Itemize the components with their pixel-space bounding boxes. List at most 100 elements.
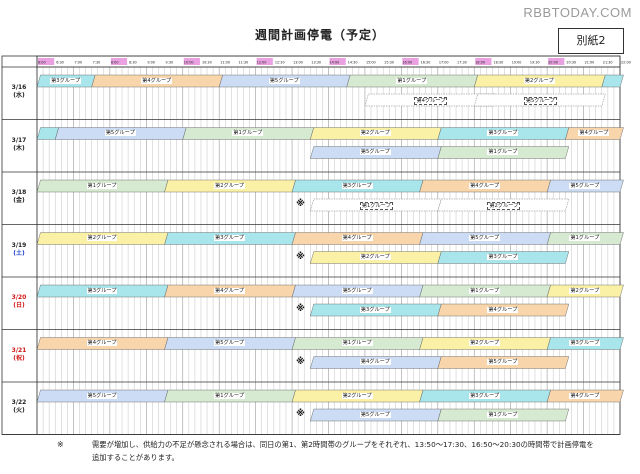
day-date-label: 3/22 (火) <box>2 399 36 415</box>
time-tick-label: 12:30 <box>275 61 285 65</box>
day-of-week: (木) <box>13 144 25 152</box>
group-label: 第4グループ <box>214 287 245 294</box>
time-tick-label: 16:00 <box>402 61 412 65</box>
time-tick-label: 9:00 <box>147 61 155 65</box>
group-label: 第4グループ <box>569 392 601 399</box>
outage-bar <box>601 74 624 88</box>
group-label: 第1グループ <box>232 130 264 136</box>
group-label: 第4グループ <box>469 182 501 189</box>
group-label: 第5グループ <box>359 411 391 418</box>
time-highlight <box>548 58 565 65</box>
time-tick-label: 15:30 <box>384 61 394 65</box>
day-date-label: 3/17 (木) <box>2 137 36 153</box>
day-date-label: 3/21 (祝) <box>2 347 36 363</box>
time-highlight <box>475 58 492 65</box>
time-tick-label: 13:00 <box>293 61 303 65</box>
time-tick-label: 10:30 <box>202 61 212 65</box>
group-label: 第1グループ <box>569 235 601 241</box>
day-of-week: (水) <box>13 92 25 100</box>
group-label: 第5グループ <box>86 392 118 399</box>
time-tick-label: 19:00 <box>512 61 522 65</box>
day-date-label: 3/20 (日) <box>2 294 36 310</box>
day-of-week: (金) <box>13 197 25 205</box>
watermark: RBBTODAY.COM <box>523 5 632 20</box>
time-tick-label: 8:30 <box>129 61 137 65</box>
kome-mark: ※ <box>296 251 305 262</box>
attachment-label: 別紙2 <box>558 28 624 54</box>
group-label: 第3グループ <box>214 235 245 241</box>
kome-mark: ※ <box>296 409 305 419</box>
group-label: 第1グループ <box>469 287 501 294</box>
group-label: 第2グループ <box>523 77 555 84</box>
group-label: 第2グループ <box>469 340 501 346</box>
group-label: 第5グループ <box>523 96 557 105</box>
kome-mark: ※ <box>296 304 305 314</box>
day-of-week: (日) <box>13 302 25 310</box>
group-label: 第5グループ <box>214 340 245 346</box>
day-date-label: 3/19 (土) <box>2 242 36 258</box>
group-label: 第4グループ <box>86 340 118 346</box>
group-label: 第1グループ <box>359 201 393 210</box>
group-label: 第2グループ <box>341 392 373 399</box>
footnote-line1: 需要が増加し、供給力の不足が懸念される場合は、同日の第1、第2時間帯のグループを… <box>92 440 594 449</box>
time-tick-label: 17:00 <box>439 61 449 65</box>
time-tick-label: 11:00 <box>220 61 230 65</box>
group-label: 第2グループ <box>487 201 521 210</box>
day-of-week: (火) <box>13 407 25 415</box>
group-label: 第2グループ <box>359 254 391 260</box>
time-tick-label: 10:00 <box>184 61 194 65</box>
day-date-label: 3/16 (水) <box>2 84 36 100</box>
group-label: 第5グループ <box>268 77 300 84</box>
group-label: 第2グループ <box>359 130 391 136</box>
group-label: 第2グループ <box>214 182 245 189</box>
group-label: 第5グループ <box>341 287 373 294</box>
day-of-week: (祝) <box>13 354 25 362</box>
group-label: 第2グループ <box>86 235 118 241</box>
time-tick-label: 7:30 <box>93 61 101 65</box>
group-label: 第3グループ <box>487 254 519 260</box>
footnote-line2: 追加することがあります。 <box>92 453 179 462</box>
time-tick-label: 20:30 <box>566 61 576 65</box>
day-date: 3/20 <box>11 294 27 302</box>
time-tick-label: 7:00 <box>74 61 82 65</box>
footnote-mark: ※ <box>57 440 64 449</box>
time-highlight <box>256 58 273 65</box>
time-tick-label: 14:00 <box>330 61 340 65</box>
group-label: 第1グループ <box>86 182 118 189</box>
day-of-week: (土) <box>13 249 25 257</box>
table-frame <box>1 55 621 435</box>
day-date: 3/17 <box>11 136 27 144</box>
group-label: 第1グループ <box>396 77 428 84</box>
group-label: 第1グループ <box>214 392 245 399</box>
group-label: 第5グループ <box>359 149 391 155</box>
day-date: 3/21 <box>11 346 27 354</box>
group-label: 第5グループ <box>569 182 601 189</box>
time-tick-label: 19:30 <box>530 61 540 65</box>
time-tick-label: 9:30 <box>166 61 174 65</box>
group-label: 第3グループ <box>359 306 391 313</box>
group-label: 第4グループ <box>341 235 373 241</box>
time-tick-label: 21:00 <box>585 61 595 65</box>
kome-mark: ※ <box>296 199 305 209</box>
time-tick-label: 15:00 <box>366 61 376 65</box>
time-tick-label: 6:00 <box>38 61 46 65</box>
group-label: 第4グループ <box>414 96 448 105</box>
day-date: 3/22 <box>11 399 27 407</box>
group-label: 第1グループ <box>487 411 519 418</box>
time-highlight <box>402 58 419 65</box>
time-tick-label: 16:30 <box>421 61 431 65</box>
time-highlight <box>329 58 346 65</box>
group-label: 第3グループ <box>50 77 82 84</box>
time-tick-label: 22:00 <box>621 61 631 65</box>
outage-bar <box>36 127 59 140</box>
time-tick-label: 17:30 <box>457 61 467 65</box>
group-label: 第3グループ <box>86 287 118 294</box>
day-date-label: 3/18 (金) <box>2 189 36 205</box>
time-tick-label: 11:30 <box>238 61 248 65</box>
group-label: 第4グループ <box>487 306 519 313</box>
day-date: 3/16 <box>11 84 27 92</box>
group-label: 第4グループ <box>578 130 610 136</box>
time-highlight <box>38 58 55 65</box>
group-label: 第3グループ <box>487 130 519 136</box>
time-tick-label: 6:30 <box>56 61 64 65</box>
